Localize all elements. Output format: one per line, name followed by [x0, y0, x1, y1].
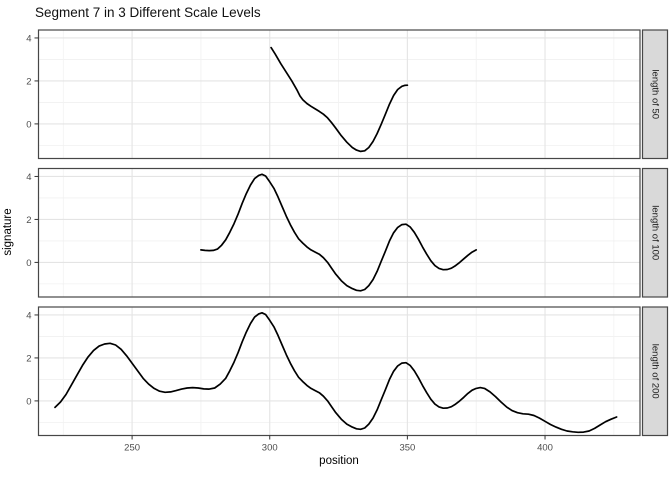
facet-strip	[641, 29, 669, 160]
signature-line	[200, 173, 478, 292]
y-tick-label: 2	[26, 215, 31, 226]
facet-strip-label: length of 200	[649, 344, 660, 399]
y-tick-label: 0	[26, 396, 31, 407]
signature-line	[270, 46, 409, 153]
signature-line	[54, 311, 618, 434]
panel-bg	[38, 168, 640, 297]
panel-border	[37, 306, 641, 437]
y-tick-label: 2	[26, 76, 31, 87]
x-tick-label: 300	[262, 443, 278, 454]
facet-strip	[641, 306, 669, 437]
x-tick-label: 400	[537, 443, 553, 454]
facet-strip-label: length of 50	[649, 69, 660, 119]
y-tick-label: 4	[26, 172, 31, 183]
x-axis-title: position	[319, 455, 359, 467]
panel-bg	[38, 30, 640, 159]
panel-border	[37, 167, 641, 298]
y-tick-label: 4	[26, 310, 31, 321]
y-tick-label: 0	[26, 119, 31, 130]
x-tick-label: 250	[124, 443, 140, 454]
chart-title: Segment 7 in 3 Different Scale Levels	[35, 5, 261, 20]
facet-strip	[641, 167, 669, 298]
y-tick-label: 2	[26, 353, 31, 364]
y-tick-label: 0	[26, 258, 31, 269]
facet-strip-label: length of 100	[649, 205, 660, 260]
panel-border	[37, 29, 641, 160]
x-tick-label: 350	[399, 443, 415, 454]
y-tick-label: 4	[26, 33, 31, 44]
